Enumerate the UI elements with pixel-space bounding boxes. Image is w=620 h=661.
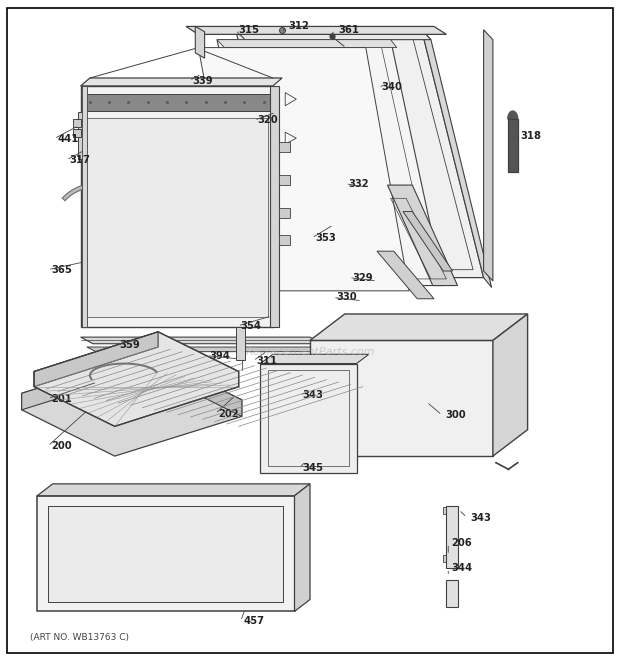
Polygon shape [186, 26, 446, 34]
Polygon shape [87, 347, 332, 352]
Text: 329: 329 [352, 272, 373, 283]
Polygon shape [270, 86, 279, 327]
Polygon shape [84, 94, 272, 111]
Text: 202: 202 [218, 408, 239, 419]
Text: 317: 317 [69, 155, 91, 165]
Text: 340: 340 [381, 82, 402, 93]
Text: 330: 330 [336, 292, 356, 303]
Polygon shape [73, 119, 81, 127]
Polygon shape [86, 118, 268, 317]
Polygon shape [443, 555, 446, 562]
Polygon shape [508, 111, 518, 119]
Polygon shape [388, 185, 458, 286]
Polygon shape [217, 40, 443, 286]
Polygon shape [217, 40, 397, 48]
Polygon shape [195, 26, 205, 58]
Text: 300: 300 [445, 410, 466, 420]
Text: 353: 353 [315, 233, 335, 243]
Polygon shape [446, 506, 458, 568]
Polygon shape [279, 142, 290, 152]
Polygon shape [81, 86, 273, 327]
Text: 200: 200 [51, 441, 71, 451]
Polygon shape [279, 175, 290, 185]
Polygon shape [37, 484, 310, 496]
Polygon shape [236, 327, 245, 360]
Text: 206: 206 [451, 538, 472, 549]
Text: 312: 312 [288, 21, 309, 32]
Polygon shape [403, 212, 453, 271]
Polygon shape [198, 48, 409, 291]
Polygon shape [34, 332, 239, 426]
Polygon shape [508, 119, 518, 172]
Polygon shape [236, 30, 431, 40]
Text: 365: 365 [51, 264, 72, 275]
Text: 343: 343 [470, 512, 491, 523]
Polygon shape [310, 340, 493, 456]
Polygon shape [443, 507, 446, 514]
Text: 354: 354 [241, 321, 262, 331]
Text: 339: 339 [192, 75, 213, 86]
Text: 315: 315 [239, 24, 260, 35]
Polygon shape [279, 235, 290, 245]
Polygon shape [377, 251, 434, 299]
Text: 359: 359 [119, 340, 140, 350]
Polygon shape [260, 354, 369, 364]
Polygon shape [22, 354, 149, 410]
Text: 361: 361 [338, 24, 359, 35]
Polygon shape [37, 496, 294, 611]
Polygon shape [22, 354, 242, 456]
Polygon shape [81, 78, 282, 86]
Polygon shape [279, 208, 290, 218]
Polygon shape [82, 86, 87, 327]
Text: 201: 201 [51, 393, 72, 404]
Text: 457: 457 [244, 616, 265, 627]
Polygon shape [78, 112, 84, 159]
Polygon shape [294, 484, 310, 611]
Text: 320: 320 [257, 115, 278, 126]
Polygon shape [310, 314, 528, 340]
Polygon shape [34, 332, 158, 387]
Polygon shape [493, 314, 528, 456]
Text: (ART NO. WB13763 C): (ART NO. WB13763 C) [30, 633, 129, 642]
Polygon shape [81, 337, 322, 344]
Text: 318: 318 [521, 130, 542, 141]
Text: 394: 394 [210, 350, 231, 361]
Polygon shape [260, 364, 356, 473]
Text: 311: 311 [256, 356, 277, 366]
Text: 332: 332 [348, 178, 369, 189]
Polygon shape [149, 354, 242, 416]
Text: 345: 345 [303, 463, 324, 473]
Polygon shape [422, 30, 492, 288]
Text: 441: 441 [57, 134, 78, 144]
Polygon shape [73, 129, 81, 137]
Polygon shape [446, 580, 458, 607]
Text: 344: 344 [451, 563, 472, 574]
Polygon shape [484, 30, 493, 281]
Text: 343: 343 [303, 390, 324, 401]
Polygon shape [236, 30, 484, 278]
Polygon shape [48, 506, 283, 602]
Text: ReplacementParts.com: ReplacementParts.com [246, 346, 374, 357]
